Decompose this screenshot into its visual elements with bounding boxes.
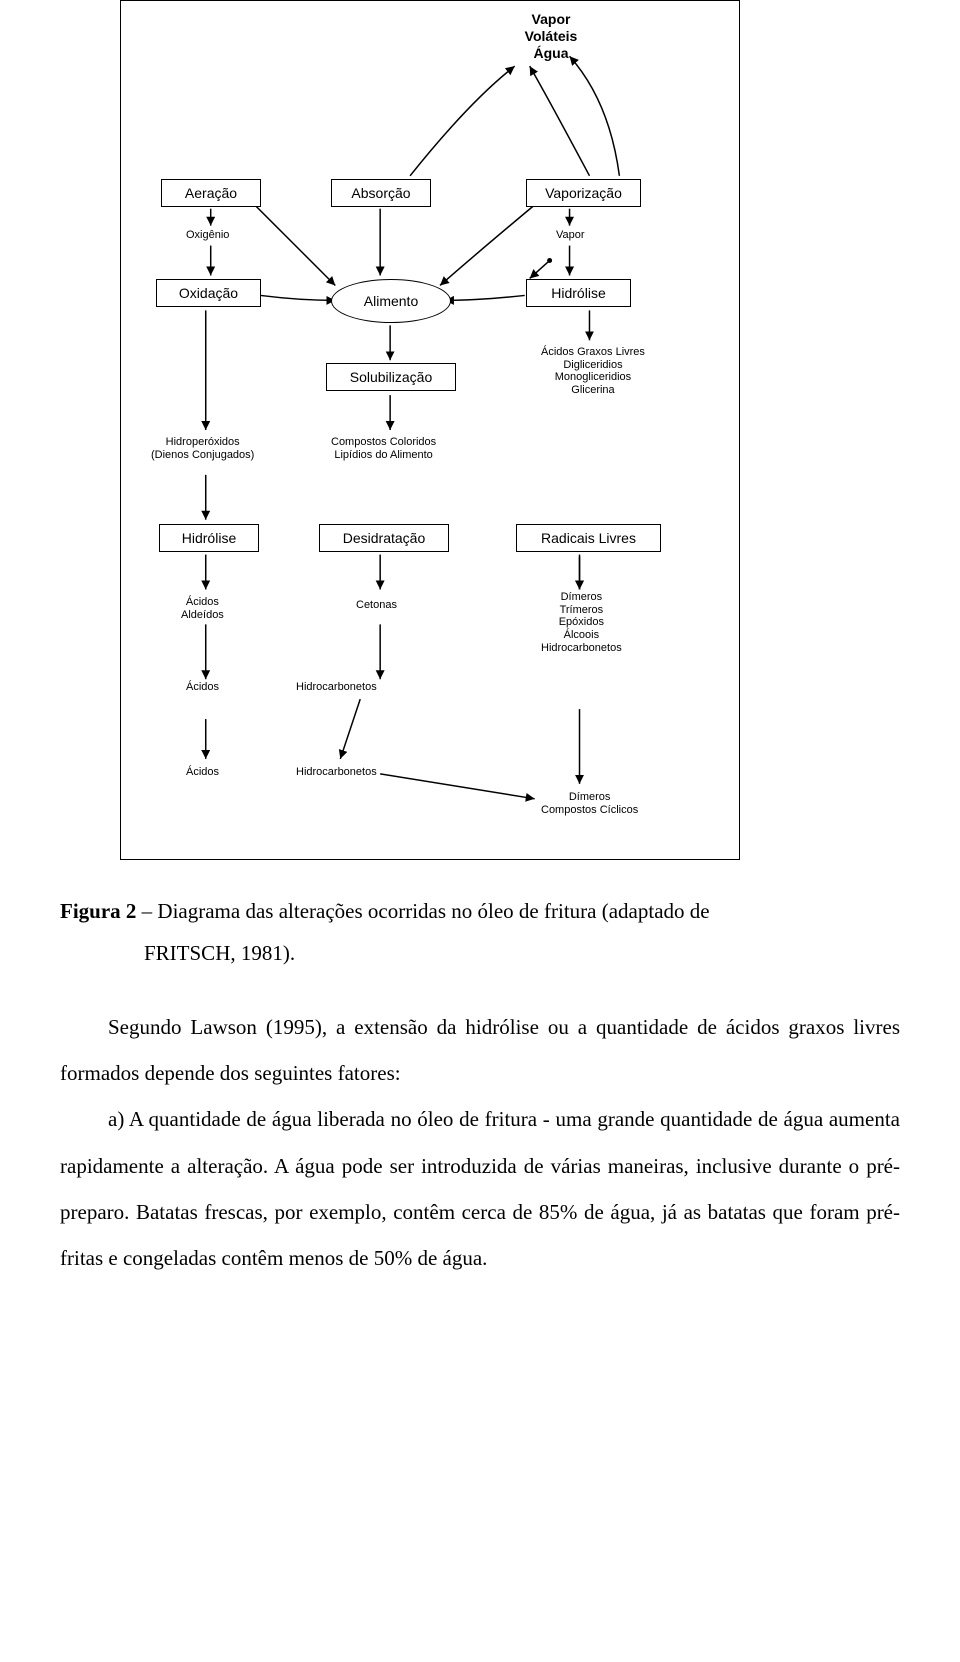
top-vapor: Vapor <box>501 11 601 28</box>
box-vaporizacao: Vaporização <box>526 179 641 207</box>
box-absorcao: Absorção <box>331 179 431 207</box>
caption-rest: – Diagrama das alterações ocorridas no ó… <box>136 899 709 923</box>
box-oxidacao: Oxidação <box>156 279 261 307</box>
top-volateis: Voláteis <box>501 28 601 45</box>
label-oxigenio: Oxigênio <box>186 229 229 242</box>
caption-bold: Figura 2 <box>60 899 136 923</box>
label-hidroperoxidos: Hidroperóxidos(Dienos Conjugados) <box>151 436 254 461</box>
figure-caption: Figura 2 – Diagrama das alterações ocorr… <box>60 890 900 974</box>
box-aeracao: Aeração <box>161 179 261 207</box>
box-hidrolise-1: Hidrólise <box>526 279 631 307</box>
diagram-frame: Vapor Voláteis Água Aeração Absorção Vap… <box>120 0 740 860</box>
label-hidrocarbonetos: Hidrocarbonetos <box>296 681 377 694</box>
label-compostos: Compostos ColoridosLipídios do Alimento <box>331 436 436 461</box>
label-cetonas: Cetonas <box>356 599 397 612</box>
box-solubilizacao: Solubilização <box>326 363 456 391</box>
diagram-arrows <box>121 1 739 859</box>
label-acidos: Ácidos <box>186 681 219 694</box>
alimento-text: Alimento <box>364 293 418 309</box>
paragraph-intro: Segundo Lawson (1995), a extensão da hid… <box>60 1004 900 1096</box>
label-hidrocarbonetos2: Hidrocarbonetos <box>296 766 377 779</box>
label-dimeros-trimeros: DímerosTrímerosEpóxidosÁlcooisHidrocarbo… <box>541 591 622 654</box>
label-acidos2: Ácidos <box>186 766 219 779</box>
box-desidratacao: Desidratação <box>319 524 449 552</box>
caption-line2: FRITSCH, 1981). <box>144 941 295 965</box>
box-radicais: Radicais Livres <box>516 524 661 552</box>
top-agua: Água <box>501 45 601 62</box>
ellipse-alimento: Alimento <box>331 279 451 323</box>
item-a: a) A quantidade de água liberada no óleo… <box>60 1096 900 1281</box>
box-hidrolise-2: Hidrólise <box>159 524 259 552</box>
label-vapor: Vapor <box>556 229 585 242</box>
label-acidos-graxos: Ácidos Graxos LivresDigliceridiosMonogli… <box>541 346 645 397</box>
label-acidos-aldeidos: ÁcidosAldeídos <box>181 596 224 621</box>
top-label: Vapor Voláteis Água <box>501 11 601 61</box>
label-dimeros-ciclicos: DímerosCompostos Cíclicos <box>541 791 638 816</box>
